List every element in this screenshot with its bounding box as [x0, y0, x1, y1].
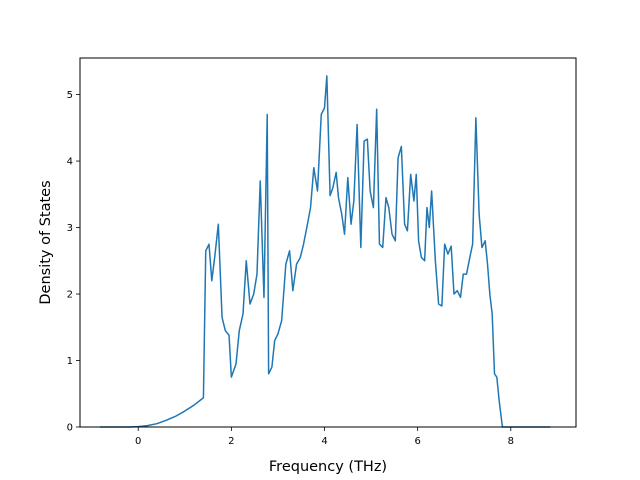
x-tick-label: 4: [321, 436, 327, 447]
y-tick-label: 5: [67, 90, 73, 101]
y-tick-label: 3: [67, 223, 73, 234]
x-axis-label: Frequency (THz): [269, 459, 387, 475]
x-tick-label: 8: [508, 436, 514, 447]
y-tick-label: 2: [67, 290, 73, 301]
y-axis-ticks: 0 1 2 3 4 5: [67, 90, 80, 434]
dos-line-series-0: [100, 75, 551, 428]
x-tick-label: 0: [135, 436, 141, 447]
y-axis-label: Density of States: [38, 180, 54, 304]
x-axis-ticks: 0 2 4 6 8: [135, 427, 514, 447]
plot-layer: [100, 75, 551, 428]
y-tick-label: 1: [67, 356, 73, 367]
y-tick-label: 4: [67, 157, 73, 168]
axes-frame: [79, 57, 577, 428]
x-tick-label: 2: [228, 436, 234, 447]
y-tick-label: 0: [67, 423, 73, 434]
x-tick-label: 6: [414, 436, 420, 447]
